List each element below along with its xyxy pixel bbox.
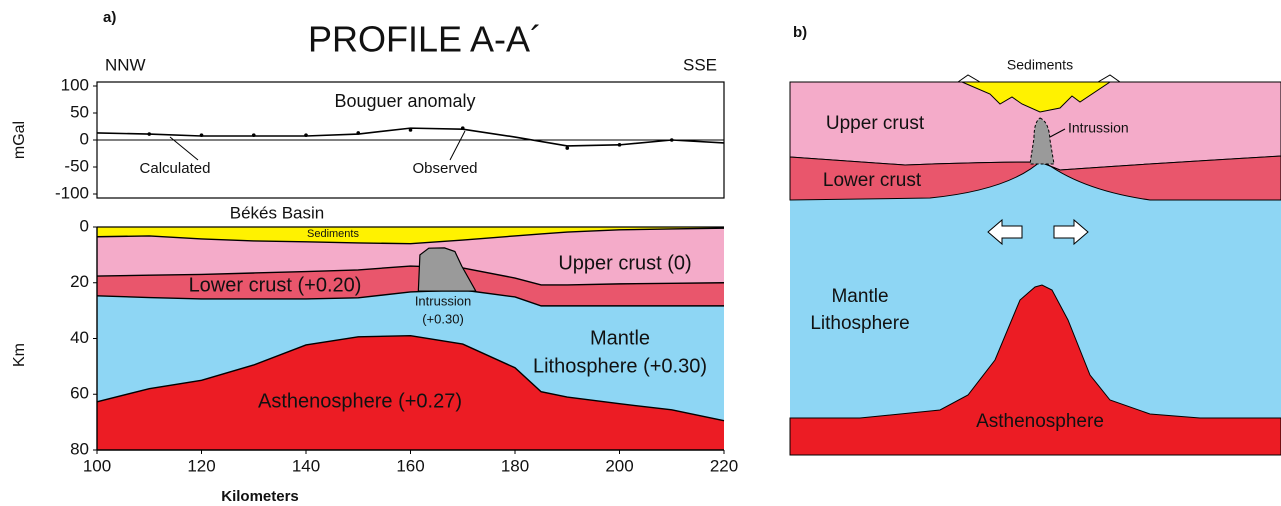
annotation: Observed bbox=[412, 160, 477, 177]
figure-title: PROFILE A-A´ bbox=[308, 19, 542, 60]
data-point bbox=[409, 128, 413, 132]
panel-label: a) bbox=[103, 9, 116, 26]
layer-label: Asthenosphere bbox=[976, 411, 1104, 432]
layer-label: Intrussion bbox=[1068, 120, 1129, 136]
y-tick-label: 100 bbox=[61, 75, 89, 94]
y-axis-label: mGal bbox=[11, 121, 28, 159]
layer-label: Sediments bbox=[1007, 57, 1073, 73]
layer-label: Mantle bbox=[831, 286, 888, 307]
data-point bbox=[200, 133, 204, 137]
y-axis-label: Km bbox=[11, 343, 28, 367]
layer-label: Lithosphere (+0.30) bbox=[533, 355, 707, 377]
layer-label: Asthenosphere (+0.27) bbox=[258, 390, 462, 412]
layer-label: Lower crust (+0.20) bbox=[189, 274, 362, 296]
x-tick-label: 120 bbox=[187, 456, 215, 475]
y-tick-label: 60 bbox=[70, 384, 89, 403]
x-tick-label: 180 bbox=[501, 456, 529, 475]
intrusion-label: (+0.30) bbox=[422, 311, 464, 326]
x-tick-label: 200 bbox=[605, 456, 633, 475]
data-point bbox=[252, 133, 256, 137]
chart-title: Békés Basin bbox=[230, 203, 325, 222]
y-tick-label: 40 bbox=[70, 328, 89, 347]
panel-label: b) bbox=[793, 24, 807, 41]
x-axis-label: Kilometers bbox=[221, 488, 299, 505]
layer-label: Lower crust bbox=[823, 170, 922, 191]
layer-label: Sediments bbox=[307, 228, 359, 240]
layer-label: Mantle bbox=[590, 327, 650, 349]
surface bbox=[958, 75, 1281, 82]
annotation: Calculated bbox=[140, 160, 211, 177]
data-point bbox=[461, 126, 465, 130]
layer-label: Lithosphere bbox=[810, 313, 909, 334]
y-tick-label: -100 bbox=[55, 183, 89, 202]
data-point bbox=[147, 132, 151, 136]
y-tick-label: -50 bbox=[64, 156, 89, 175]
data-point bbox=[304, 133, 308, 137]
intrusion-label: Intrussion bbox=[415, 293, 471, 308]
data-point bbox=[565, 146, 569, 150]
y-tick-label: 0 bbox=[80, 129, 89, 148]
data-point bbox=[618, 143, 622, 147]
y-tick-label: 20 bbox=[70, 272, 89, 291]
direction-label: SSE bbox=[683, 55, 717, 74]
layer-label: Upper crust bbox=[826, 113, 925, 134]
leader-line bbox=[450, 131, 465, 160]
figure: a) PROFILE A-A´ NNW SSE b) Sediments Upp… bbox=[0, 0, 1281, 506]
data-point bbox=[670, 138, 674, 142]
y-tick-label: 50 bbox=[70, 102, 89, 121]
data-point bbox=[356, 131, 360, 135]
layer-label: Upper crust (0) bbox=[558, 252, 691, 274]
x-tick-label: 140 bbox=[292, 456, 320, 475]
x-tick-label: 160 bbox=[396, 456, 424, 475]
panel-b: b) Sediments Upper crust Lower crust Int… bbox=[790, 24, 1281, 455]
x-tick-label: 220 bbox=[710, 456, 738, 475]
chart-title: Bouguer anomaly bbox=[334, 91, 475, 111]
y-tick-label: 0 bbox=[80, 216, 89, 235]
direction-label: NNW bbox=[105, 55, 146, 74]
x-tick-label: 100 bbox=[83, 456, 111, 475]
